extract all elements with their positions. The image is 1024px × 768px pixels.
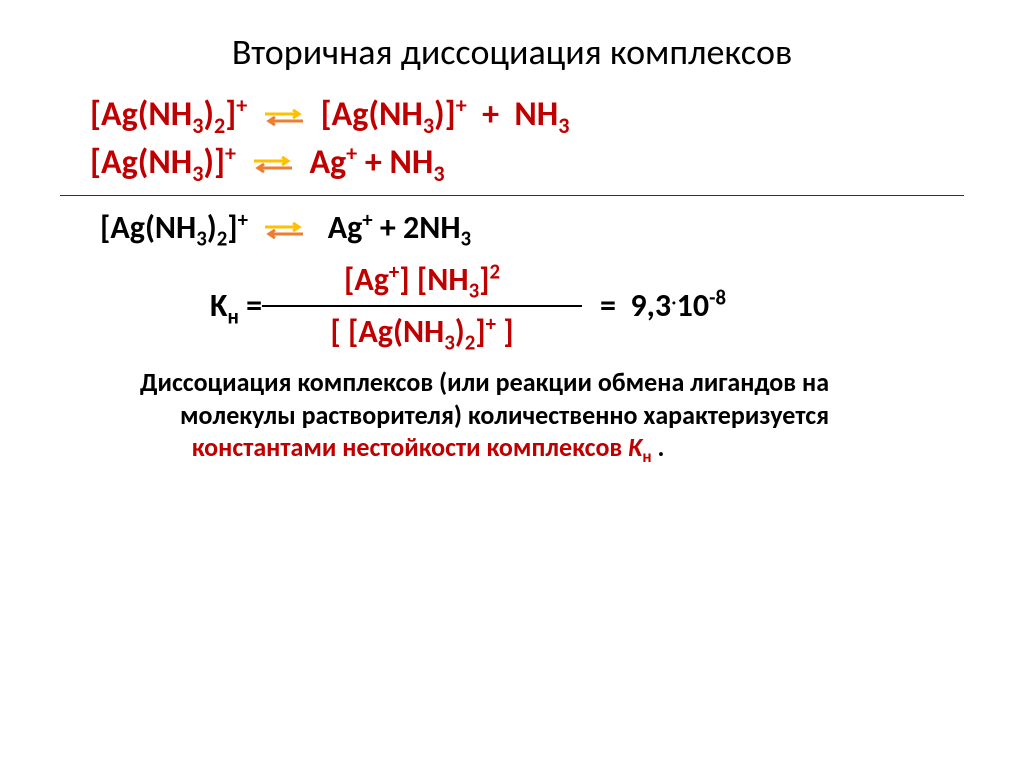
equilibrium-arrow-icon xyxy=(252,141,294,187)
fraction-bar xyxy=(262,305,582,307)
equation-step2: [Ag(NH3)]+ Ag+ + NH3 xyxy=(90,140,964,188)
slide-title: Вторичная диссоциация комплексов xyxy=(60,30,964,74)
instability-constant-block: Kн = [Ag+] [NH3]2 [ [Ag(NH3)2]+ ] = 9,3.… xyxy=(120,259,964,352)
equation-step1: [Ag(NH3)2]+ [Ag(NH3)]+ + NH3 xyxy=(90,92,964,140)
equilibrium-arrow-icon xyxy=(263,208,305,253)
body-highlight: константами нестойкости комплексов Kн xyxy=(180,431,652,463)
equation-overall: [Ag(NH3)2]+ Ag+ + 2NH3 xyxy=(100,206,964,253)
fraction-numerator: [Ag+] [NH3]2 xyxy=(344,259,500,301)
body-line1: Диссоциация комплексов (или реакции обме… xyxy=(140,366,829,431)
equilibrium-arrow-icon xyxy=(263,94,305,140)
fraction-denominator: [ [Ag(NH3)2]+ ] xyxy=(330,311,513,353)
constant-value: = 9,3.10-8 xyxy=(600,286,726,325)
description-paragraph: Диссоциация комплексов (или реакции обме… xyxy=(100,366,924,464)
divider-line xyxy=(60,195,964,196)
